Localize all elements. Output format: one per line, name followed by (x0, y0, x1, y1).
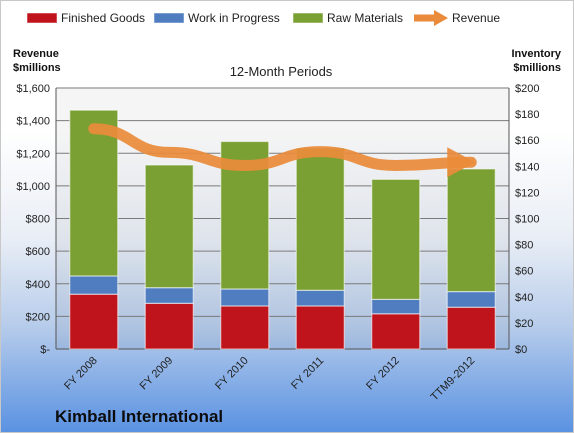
left-tick-label: $- (40, 344, 50, 356)
category-label: FY 2011 (289, 355, 326, 392)
right-tick-label: $200 (515, 83, 539, 95)
bar-raw-materials (144, 164, 194, 289)
right-tick-label: $140 (515, 161, 539, 173)
bar-work-in-progress (371, 298, 421, 315)
bar-finished-goods (144, 302, 194, 350)
bar-raw-materials (69, 109, 119, 277)
revenue-arrowhead (447, 147, 476, 178)
bar-work-in-progress (144, 287, 194, 304)
right-tick-label: $120 (515, 187, 539, 199)
left-axis-title-line2: $millions (13, 62, 61, 74)
company-name: Kimball International (55, 407, 223, 426)
legend-label: Revenue (452, 11, 500, 25)
legend-swatch (292, 12, 324, 24)
chart-subtitle: 12-Month Periods (230, 64, 333, 79)
left-axis-title-line1: Revenue (13, 48, 59, 60)
bar-finished-goods (69, 293, 119, 350)
category-label: FY 2012 (364, 355, 402, 393)
legend: Finished Goods Work in Progress Raw Materi… (26, 10, 500, 26)
category-label: FY 2008 (62, 355, 100, 393)
bar-raw-materials (295, 147, 345, 291)
bar-finished-goods (371, 313, 421, 350)
bar-raw-materials (371, 178, 421, 301)
bar-raw-materials (446, 168, 496, 293)
right-tick-label: $0 (515, 344, 527, 356)
left-tick-label: $800 (26, 214, 50, 226)
right-tick-label: $80 (515, 240, 533, 252)
legend-label: Work in Progress (188, 11, 280, 25)
right-tick-label: $180 (515, 109, 539, 121)
left-tick-label: $1,400 (16, 116, 50, 128)
left-tick-label: $1,200 (16, 148, 50, 160)
right-tick-label: $20 (515, 318, 533, 330)
left-tick-label: $1,600 (16, 83, 50, 95)
legend-swatch (153, 12, 185, 24)
bar-work-in-progress (220, 288, 270, 307)
legend-label: Finished Goods (61, 11, 145, 25)
bar-finished-goods (295, 305, 345, 350)
bar-finished-goods (446, 306, 496, 350)
legend-label: Raw Materials (327, 11, 403, 25)
right-tick-label: $160 (515, 135, 539, 147)
left-tick-label: $400 (26, 279, 50, 291)
revenue-line (88, 123, 477, 171)
right-tick-label: $60 (515, 266, 533, 278)
bar-work-in-progress (69, 275, 119, 295)
category-label: TTM9-2012 (429, 355, 478, 404)
legend-swatch (26, 12, 58, 24)
left-tick-label: $600 (26, 246, 50, 258)
right-tick-label: $40 (515, 292, 533, 304)
right-tick-label: $100 (515, 214, 539, 226)
bar-work-in-progress (446, 290, 496, 308)
bar-finished-goods (220, 305, 270, 350)
right-axis-title-line2: $millions (513, 62, 561, 74)
left-tick-label: $200 (26, 311, 50, 323)
category-label: FY 2009 (138, 355, 176, 393)
left-tick-label: $1,000 (16, 181, 50, 193)
bar-work-in-progress (295, 289, 345, 307)
category-label: FY 2010 (213, 355, 251, 393)
plot-area: $- $200 $400 $600 $800 $1,000 $1,200 $1,400 $1,6… (16, 83, 539, 403)
legend-arrow (434, 10, 448, 26)
right-axis-title-line1: Inventory (511, 48, 561, 60)
